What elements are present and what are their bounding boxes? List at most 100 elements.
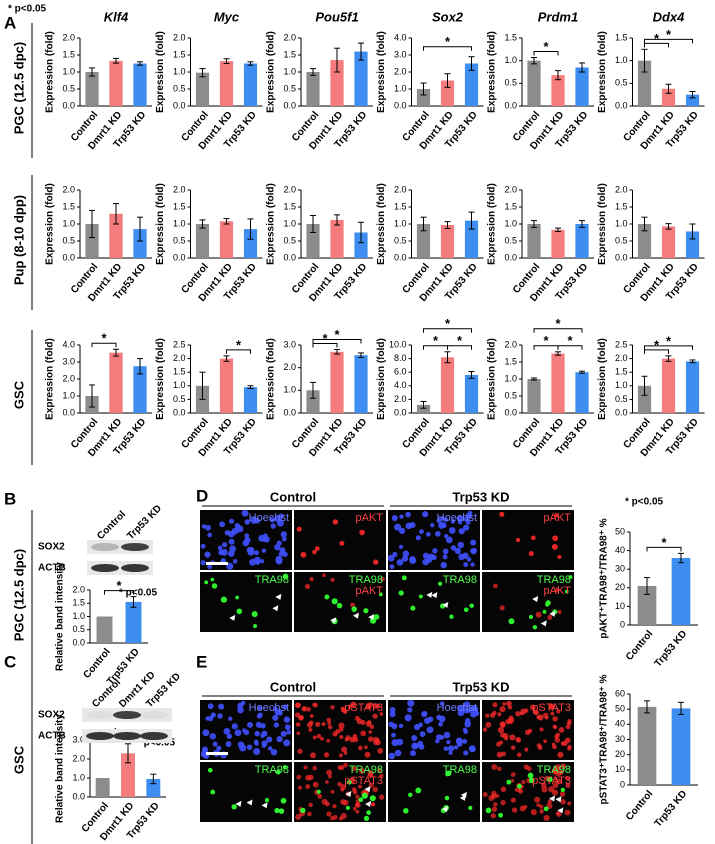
cell bbox=[236, 608, 243, 615]
y-tick-label: 1.0 bbox=[394, 83, 407, 93]
cell bbox=[389, 564, 395, 570]
cell bbox=[471, 547, 477, 553]
error-bar bbox=[420, 82, 427, 96]
cell bbox=[257, 706, 263, 711]
bar bbox=[551, 353, 565, 413]
y-tick-label: 0.0 bbox=[394, 252, 407, 262]
blot-band bbox=[86, 732, 114, 740]
significance-star: * bbox=[457, 333, 463, 348]
cell bbox=[511, 807, 518, 813]
cell bbox=[367, 720, 372, 725]
cell bbox=[244, 519, 250, 525]
cell bbox=[426, 726, 434, 734]
y-tick-label: 8.0 bbox=[394, 353, 407, 363]
y-tick-label: 0.0 bbox=[504, 100, 517, 110]
cell bbox=[310, 752, 316, 759]
y-tick-label: 0.0 bbox=[504, 252, 517, 262]
error-bar bbox=[555, 227, 561, 232]
y-tick-label: 30 bbox=[615, 734, 625, 744]
group-header: Trp53 KD bbox=[452, 489, 509, 504]
scale-bar bbox=[206, 562, 228, 565]
micrograph bbox=[294, 700, 386, 760]
cell bbox=[363, 815, 370, 821]
y-tick-label: 10 bbox=[615, 764, 625, 774]
cell bbox=[491, 790, 497, 796]
cell bbox=[337, 781, 342, 787]
cell bbox=[312, 781, 319, 788]
error-bar bbox=[310, 215, 316, 233]
bar bbox=[330, 351, 344, 413]
blot-band bbox=[113, 732, 141, 740]
blot-band bbox=[113, 711, 141, 719]
bar bbox=[96, 616, 113, 643]
significance-star: * bbox=[445, 34, 451, 49]
cell bbox=[500, 786, 507, 793]
y-tick-label: 2.0 bbox=[173, 184, 186, 194]
stain-label: pAKT bbox=[355, 585, 383, 597]
cell bbox=[378, 592, 383, 597]
y-axis-label: Expression (fold) bbox=[376, 183, 387, 265]
y-tick-label: 10 bbox=[615, 601, 625, 611]
cell bbox=[252, 624, 258, 629]
cell bbox=[398, 723, 404, 729]
cell bbox=[418, 594, 423, 599]
y-tick-label: 50 bbox=[615, 526, 625, 536]
cell bbox=[367, 770, 374, 777]
y-axis-label: Expression (fold) bbox=[487, 31, 498, 113]
cell bbox=[463, 750, 469, 756]
cell bbox=[541, 782, 547, 788]
error-bar bbox=[334, 349, 340, 355]
micrograph bbox=[482, 510, 574, 570]
cell bbox=[300, 807, 306, 814]
arrowhead bbox=[364, 786, 371, 793]
cell bbox=[497, 766, 502, 772]
y-tick-label: 1.5 bbox=[283, 201, 296, 211]
cell bbox=[304, 583, 311, 589]
cell bbox=[556, 766, 561, 771]
cell bbox=[218, 703, 225, 710]
cell bbox=[566, 720, 572, 726]
y-axis-label: Expression (fold) bbox=[376, 31, 387, 113]
cell bbox=[308, 727, 313, 732]
cell bbox=[560, 798, 566, 805]
cell bbox=[551, 543, 558, 550]
cell bbox=[559, 791, 566, 797]
significance-star: * bbox=[236, 337, 242, 352]
y-axis-label: Expression (fold) bbox=[266, 31, 277, 113]
bar bbox=[330, 60, 344, 106]
cell bbox=[366, 810, 372, 816]
y-tick-label: 0.0 bbox=[72, 637, 85, 647]
y-tick-label: 0.5 bbox=[62, 235, 75, 245]
cell bbox=[552, 782, 559, 789]
cell bbox=[492, 702, 498, 708]
micrograph bbox=[294, 572, 386, 632]
error-bar bbox=[420, 400, 427, 409]
cell bbox=[363, 608, 369, 614]
cell bbox=[448, 750, 453, 756]
y-tick-label: 0.0 bbox=[62, 252, 75, 262]
cell bbox=[280, 730, 287, 737]
cell bbox=[510, 778, 515, 783]
y-tick-label: 0.5 bbox=[283, 83, 296, 93]
bar bbox=[575, 372, 589, 413]
error-bar bbox=[223, 58, 230, 64]
bar bbox=[306, 72, 320, 106]
cell bbox=[458, 553, 465, 561]
cell bbox=[342, 799, 349, 806]
arrowhead bbox=[549, 610, 556, 617]
bar bbox=[133, 366, 147, 413]
cell bbox=[281, 536, 287, 542]
cell bbox=[373, 559, 379, 565]
significance-bracket bbox=[91, 342, 117, 348]
cell bbox=[391, 515, 398, 522]
cell bbox=[282, 765, 287, 770]
bar bbox=[306, 224, 320, 258]
cell bbox=[555, 811, 560, 816]
cell bbox=[529, 704, 536, 711]
y-tick-label: 0.5 bbox=[615, 78, 628, 88]
cell bbox=[377, 747, 384, 754]
cell bbox=[358, 768, 365, 774]
y-tick-label: 2.5 bbox=[173, 339, 186, 349]
y-tick-label: 2.0 bbox=[72, 584, 85, 594]
cell bbox=[237, 741, 245, 748]
